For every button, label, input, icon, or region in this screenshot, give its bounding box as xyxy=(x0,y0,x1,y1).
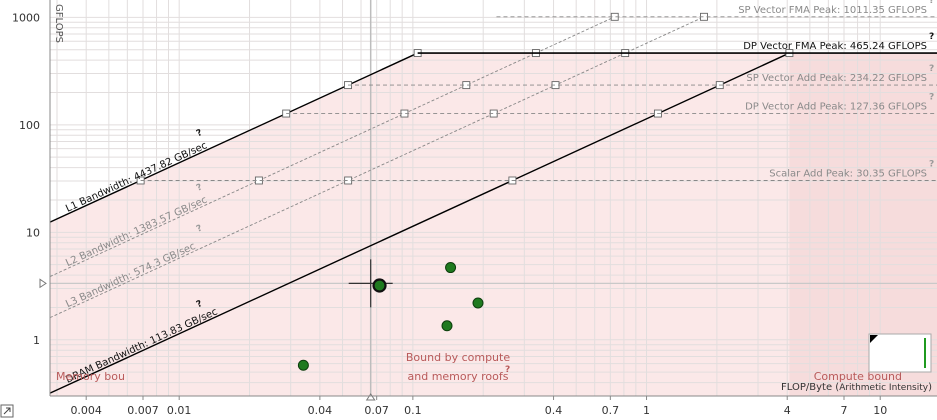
memory-roof-l2-bandwidth[interactable] xyxy=(49,16,615,277)
x-tick-label: 10 xyxy=(873,404,887,417)
x-tick-label: 0.07 xyxy=(364,404,389,417)
help-icon: ? xyxy=(929,93,934,103)
y-tick-label: 10 xyxy=(26,226,40,239)
memory-roof-l1-bandwidth[interactable] xyxy=(49,52,418,223)
compute-roof-label: SP Vector Add Peak: 234.22 GFLOPS xyxy=(746,73,927,84)
compute-roof-label: DP Vector FMA Peak: 465.24 GFLOPS xyxy=(743,41,927,52)
x-tick-label: 7 xyxy=(841,404,848,417)
data-point[interactable] xyxy=(472,297,484,309)
minimap-frame[interactable] xyxy=(868,333,932,373)
minimap[interactable] xyxy=(868,333,932,373)
help-icon: ? xyxy=(505,365,510,375)
help-icon: ? xyxy=(929,159,934,169)
compute-roof-label: DP Vector Add Peak: 127.36 GFLOPS xyxy=(745,102,927,113)
x-axis-label-suffix: Arithmetic Intensity xyxy=(839,383,929,393)
bound-both-label-1: Bound by compute xyxy=(406,351,510,364)
x-tick-label: 0.004 xyxy=(70,404,102,417)
help-icon: ? xyxy=(195,128,204,139)
help-icon: ? xyxy=(195,182,204,193)
x-tick-label: 0.7 xyxy=(602,404,620,417)
data-point[interactable] xyxy=(441,320,453,332)
x-tick-label: 0.4 xyxy=(545,404,563,417)
x-tick-label: 0.04 xyxy=(308,404,333,417)
y-tick-label: 1 xyxy=(33,334,40,347)
expand-icon-arrow xyxy=(3,407,11,415)
help-icon: ? xyxy=(195,299,204,310)
memory-roof-dram-bandwidth[interactable] xyxy=(49,52,790,394)
compute-bound-label: Compute bound xyxy=(814,370,902,383)
y-tick-label: 1000 xyxy=(12,11,40,24)
data-point[interactable] xyxy=(297,359,309,371)
compute-roof-label: Scalar Add Peak: 30.35 GFLOPS xyxy=(769,168,927,179)
help-icon: ? xyxy=(195,223,204,234)
x-tick-label: 0.01 xyxy=(167,404,192,417)
x-tick-label: 1 xyxy=(643,404,650,417)
y-axis-label: GFLOPS xyxy=(53,4,64,43)
data-point[interactable] xyxy=(445,262,457,274)
help-icon: ? xyxy=(929,32,934,42)
x-axis-label: FLOP/Byte (Arithmetic Intensity) xyxy=(781,382,932,393)
x-tick-label: 0.007 xyxy=(127,404,159,417)
x-axis-label-close: ) xyxy=(928,382,932,393)
minimap-corner xyxy=(870,335,878,343)
y-crosshair-marker xyxy=(39,278,47,289)
above-roof-area xyxy=(50,0,937,223)
x-crosshair-marker xyxy=(365,393,376,401)
x-tick-label: 0.1 xyxy=(404,404,422,417)
x-tick-label: 4 xyxy=(784,404,791,417)
data-point[interactable] xyxy=(372,278,387,293)
y-tick-label: 100 xyxy=(19,119,40,132)
help-icon: ? xyxy=(929,64,934,74)
compute-roof-label: SP Vector FMA Peak: 1011.35 GFLOPS xyxy=(738,5,927,16)
bound-both-label-2: and memory roofs xyxy=(408,370,509,383)
x-axis-label-main: FLOP/Byte ( xyxy=(781,382,839,393)
memory-bound-label: Memory bou xyxy=(56,370,125,383)
expand-icon[interactable] xyxy=(0,404,14,418)
help-icon: ? xyxy=(929,0,934,6)
